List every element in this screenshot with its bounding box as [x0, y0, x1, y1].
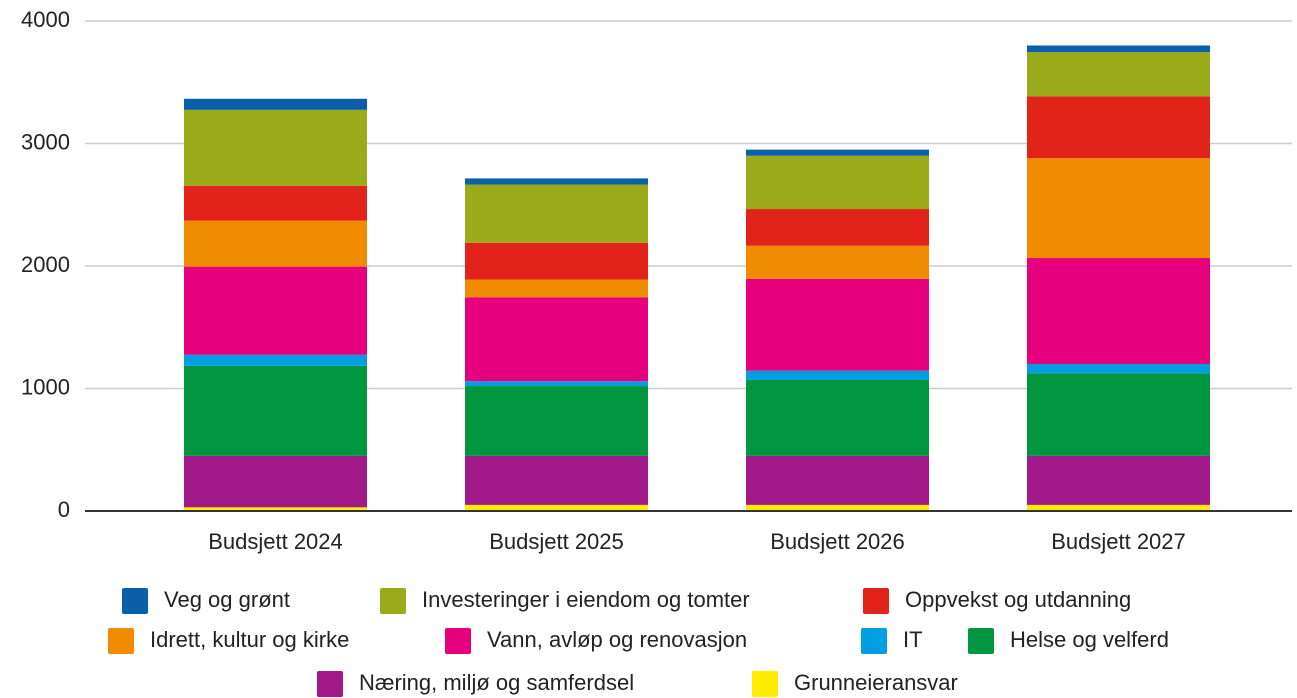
bar-segment — [746, 379, 929, 456]
legend-swatch — [445, 628, 471, 654]
bar-segment — [184, 455, 367, 508]
bar-segment — [1027, 373, 1210, 456]
y-tick-label: 2000 — [21, 252, 70, 277]
legend-swatch — [968, 628, 994, 654]
bar-segment — [1027, 158, 1210, 259]
bar-segment — [746, 245, 929, 279]
bar-segment — [746, 209, 929, 246]
legend-label: IT — [903, 627, 923, 652]
bar-segment — [184, 185, 367, 221]
bar-segment — [1027, 45, 1210, 53]
legend-swatch — [861, 628, 887, 654]
bar-segment — [465, 242, 648, 280]
legend-label: Veg og grønt — [164, 587, 290, 612]
bar-segment — [1027, 504, 1210, 511]
bar-segment — [184, 365, 367, 456]
bar-segment — [465, 381, 648, 387]
legend-swatch — [752, 671, 778, 697]
legend-label: Grunneieransvar — [794, 670, 958, 695]
legend-label: Næring, miljø og samferdsel — [359, 670, 634, 695]
bar-segment — [465, 178, 648, 185]
legend-swatch — [317, 671, 343, 697]
bar-segment — [184, 109, 367, 186]
bar-segment — [1027, 96, 1210, 159]
bar-segment — [465, 386, 648, 456]
bar-segment — [746, 278, 929, 371]
bar-segment — [184, 507, 367, 511]
legend-label: Oppvekst og utdanning — [905, 587, 1131, 612]
legend-label: Idrett, kultur og kirke — [150, 627, 349, 652]
bar-segment — [184, 98, 367, 110]
bar-segment — [1027, 258, 1210, 364]
y-tick-label: 3000 — [21, 129, 70, 154]
x-tick-label: Budsjett 2027 — [1051, 529, 1186, 554]
legend-label: Vann, avløp og renovasjon — [487, 627, 747, 652]
bar-segment — [746, 149, 929, 156]
legend-swatch — [863, 588, 889, 614]
legend-label: Investeringer i eiendom og tomter — [422, 587, 750, 612]
bar-segment — [1027, 364, 1210, 374]
x-tick-label: Budsjett 2025 — [489, 529, 624, 554]
x-tick-label: Budsjett 2024 — [208, 529, 343, 554]
bar-segment — [1027, 455, 1210, 505]
bar-segment — [465, 297, 648, 382]
bar-segment — [465, 455, 648, 505]
y-tick-label: 4000 — [21, 7, 70, 32]
legend-swatch — [122, 588, 148, 614]
bar-segment — [465, 504, 648, 511]
bar-segment — [184, 220, 367, 267]
bar-segment — [184, 354, 367, 366]
y-tick-label: 0 — [58, 497, 70, 522]
legend-swatch — [108, 628, 134, 654]
legend-label: Helse og velferd — [1010, 627, 1169, 652]
bar-segment — [746, 155, 929, 210]
bar-segment — [465, 184, 648, 243]
y-tick-label: 1000 — [21, 374, 70, 399]
bar-segment — [746, 370, 929, 380]
bar-segment — [746, 455, 929, 505]
x-tick-label: Budsjett 2026 — [770, 529, 905, 554]
bar-segment — [184, 266, 367, 355]
bar-segment — [1027, 52, 1210, 97]
legend-swatch — [380, 588, 406, 614]
bar-segment — [465, 279, 648, 298]
bar-segment — [746, 504, 929, 511]
